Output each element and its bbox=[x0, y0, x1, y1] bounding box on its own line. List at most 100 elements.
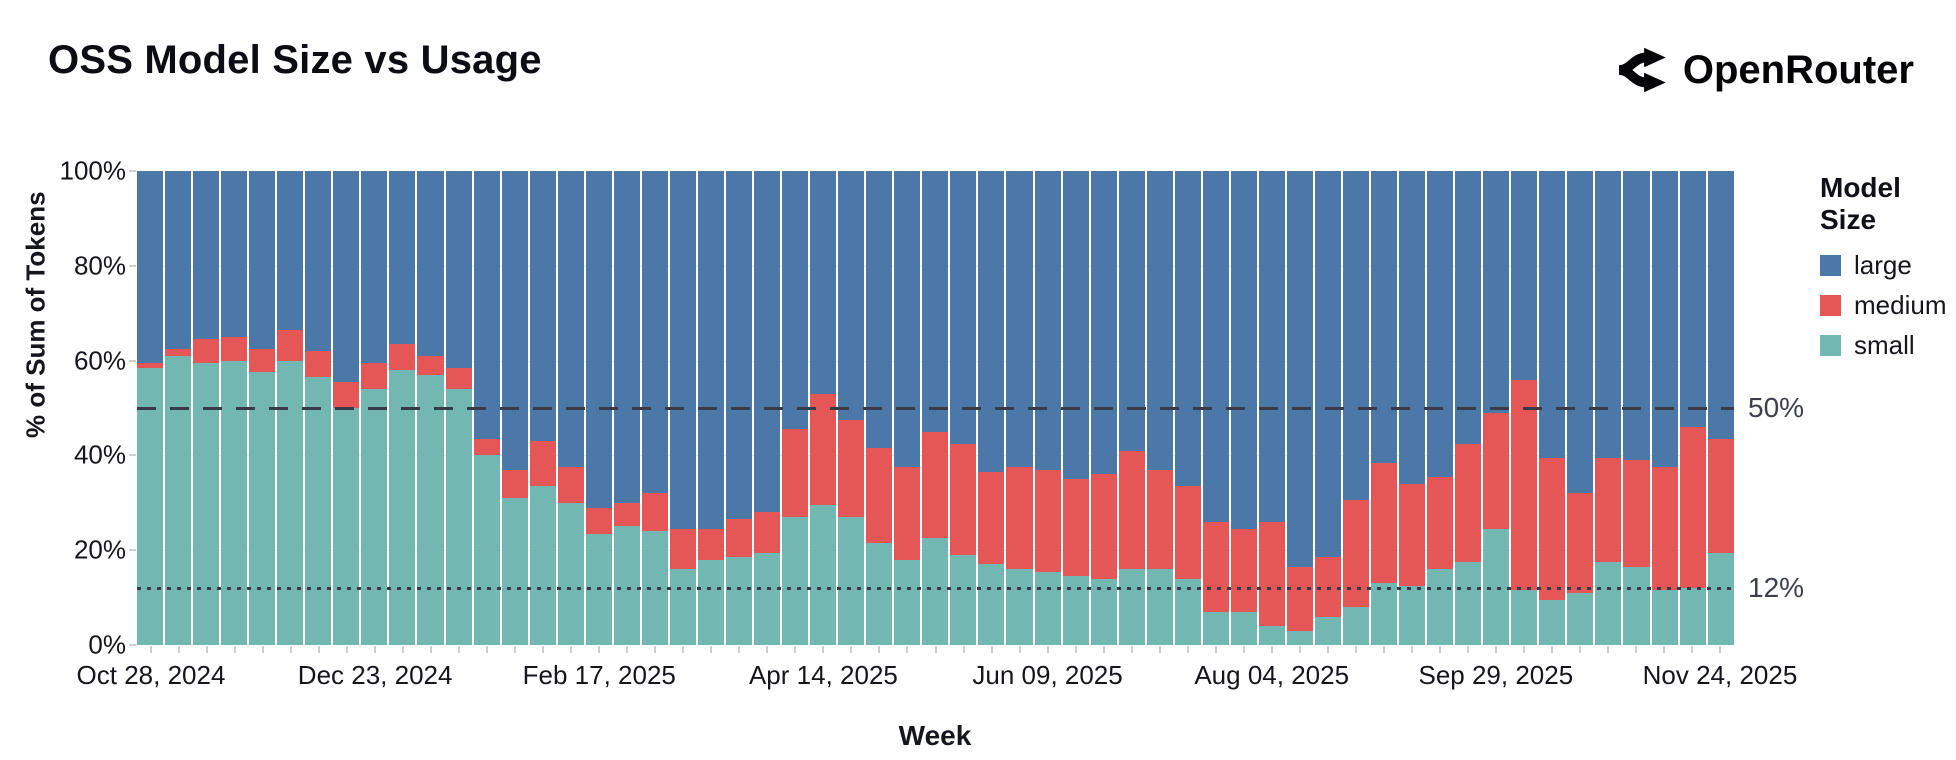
bar-segment-medium[interactable] bbox=[754, 512, 781, 553]
bar-segment-medium[interactable] bbox=[305, 351, 332, 378]
bar-segment-small[interactable] bbox=[529, 486, 556, 645]
bar-segment-medium[interactable] bbox=[1118, 450, 1145, 570]
bar-segment-large[interactable] bbox=[1034, 171, 1061, 470]
bar-segment-large[interactable] bbox=[754, 171, 781, 513]
bar-segment-medium[interactable] bbox=[1651, 467, 1678, 591]
bar-segment-medium[interactable] bbox=[445, 367, 472, 390]
bar-segment-small[interactable] bbox=[473, 455, 500, 645]
bar-segment-medium[interactable] bbox=[1146, 469, 1173, 570]
bar-segment-medium[interactable] bbox=[529, 441, 556, 487]
bar-segment-large[interactable] bbox=[1174, 171, 1201, 487]
bar-segment-small[interactable] bbox=[1371, 583, 1398, 645]
bar-segment-large[interactable] bbox=[1286, 171, 1313, 567]
bar-segment-large[interactable] bbox=[1202, 171, 1229, 522]
bar-segment-large[interactable] bbox=[1679, 171, 1706, 427]
bar-segment-large[interactable] bbox=[866, 171, 893, 449]
bar-segment-large[interactable] bbox=[1399, 171, 1426, 484]
bar-segment-large[interactable] bbox=[1371, 171, 1398, 463]
bar-segment-medium[interactable] bbox=[669, 528, 696, 570]
bar-segment-small[interactable] bbox=[305, 377, 332, 645]
bar-segment-large[interactable] bbox=[1314, 171, 1342, 558]
bar-segment-small[interactable] bbox=[978, 564, 1005, 645]
bar-segment-small[interactable] bbox=[1539, 599, 1566, 645]
bar-segment-small[interactable] bbox=[782, 517, 809, 645]
bar-segment-large[interactable] bbox=[165, 171, 192, 349]
bar-segment-small[interactable] bbox=[922, 538, 949, 645]
bar-segment-medium[interactable] bbox=[1399, 483, 1426, 586]
bar-segment-small[interactable] bbox=[445, 389, 472, 645]
bar-segment-medium[interactable] bbox=[137, 362, 164, 368]
bar-segment-small[interactable] bbox=[1455, 562, 1482, 645]
bar-segment-small[interactable] bbox=[165, 355, 192, 645]
bar-segment-large[interactable] bbox=[1343, 171, 1370, 501]
bar-segment-medium[interactable] bbox=[473, 438, 500, 456]
bar-segment-small[interactable] bbox=[1399, 585, 1426, 645]
bar-segment-large[interactable] bbox=[305, 171, 332, 352]
bar-segment-large[interactable] bbox=[473, 171, 500, 439]
bar-segment-medium[interactable] bbox=[501, 469, 528, 499]
bar-segment-small[interactable] bbox=[754, 552, 781, 645]
bar-segment-medium[interactable] bbox=[1567, 493, 1594, 593]
bar-segment-large[interactable] bbox=[1595, 171, 1622, 458]
bar-segment-large[interactable] bbox=[361, 171, 388, 363]
bar-segment-small[interactable] bbox=[1230, 611, 1257, 645]
bar-segment-large[interactable] bbox=[669, 171, 696, 529]
bar-segment-medium[interactable] bbox=[585, 507, 612, 534]
bar-segment-medium[interactable] bbox=[361, 362, 388, 390]
bar-segment-large[interactable] bbox=[249, 171, 276, 349]
bar-segment-small[interactable] bbox=[221, 360, 248, 645]
bar-segment-large[interactable] bbox=[585, 171, 612, 508]
bar-segment-medium[interactable] bbox=[1679, 426, 1706, 589]
bar-segment-small[interactable] bbox=[1202, 611, 1229, 645]
bar-segment-large[interactable] bbox=[1567, 171, 1594, 494]
bar-segment-small[interactable] bbox=[894, 559, 921, 645]
bar-segment-large[interactable] bbox=[1427, 171, 1454, 477]
bar-segment-small[interactable] bbox=[1567, 592, 1594, 645]
bar-segment-small[interactable] bbox=[1651, 590, 1678, 645]
bar-segment-small[interactable] bbox=[1090, 578, 1117, 645]
bar-segment-large[interactable] bbox=[137, 171, 164, 363]
bar-segment-medium[interactable] bbox=[221, 336, 248, 361]
bar-segment-small[interactable] bbox=[1343, 607, 1370, 645]
bar-segment-medium[interactable] bbox=[165, 348, 192, 356]
bar-segment-medium[interactable] bbox=[193, 339, 220, 363]
bar-segment-large[interactable] bbox=[1455, 171, 1482, 444]
bar-segment-medium[interactable] bbox=[1006, 467, 1033, 570]
bar-segment-small[interactable] bbox=[361, 389, 388, 645]
bar-segment-large[interactable] bbox=[950, 171, 977, 444]
bar-segment-medium[interactable] bbox=[894, 467, 921, 560]
bar-segment-medium[interactable] bbox=[922, 431, 949, 539]
bar-segment-large[interactable] bbox=[1146, 171, 1173, 470]
bar-segment-large[interactable] bbox=[1090, 171, 1117, 475]
bar-segment-large[interactable] bbox=[641, 171, 668, 494]
bar-segment-small[interactable] bbox=[1146, 569, 1173, 645]
bar-segment-medium[interactable] bbox=[1062, 479, 1089, 577]
bar-segment-large[interactable] bbox=[810, 171, 837, 394]
bar-segment-small[interactable] bbox=[1174, 578, 1201, 645]
bar-segment-medium[interactable] bbox=[1230, 528, 1257, 612]
bar-segment-small[interactable] bbox=[725, 557, 753, 645]
bar-segment-large[interactable] bbox=[501, 171, 528, 470]
bar-segment-medium[interactable] bbox=[1034, 469, 1061, 572]
bar-segment-small[interactable] bbox=[277, 360, 304, 645]
bar-segment-small[interactable] bbox=[1623, 566, 1650, 645]
bar-segment-medium[interactable] bbox=[641, 493, 668, 532]
bar-segment-small[interactable] bbox=[1034, 571, 1061, 645]
bar-segment-small[interactable] bbox=[1314, 616, 1342, 645]
bar-segment-medium[interactable] bbox=[1511, 379, 1538, 591]
bar-segment-medium[interactable] bbox=[1202, 521, 1229, 612]
bar-segment-medium[interactable] bbox=[1595, 457, 1622, 563]
bar-segment-large[interactable] bbox=[1707, 171, 1734, 439]
bar-segment-large[interactable] bbox=[894, 171, 921, 468]
bar-segment-small[interactable] bbox=[333, 407, 360, 645]
bar-segment-large[interactable] bbox=[978, 171, 1005, 472]
bar-segment-medium[interactable] bbox=[866, 448, 893, 544]
bar-segment-medium[interactable] bbox=[1174, 486, 1201, 579]
bar-segment-medium[interactable] bbox=[1090, 474, 1117, 579]
bar-segment-small[interactable] bbox=[1595, 562, 1622, 645]
bar-segment-small[interactable] bbox=[1258, 626, 1285, 645]
bar-segment-medium[interactable] bbox=[697, 528, 724, 560]
bar-segment-small[interactable] bbox=[137, 367, 164, 645]
bar-segment-small[interactable] bbox=[613, 526, 640, 645]
bar-segment-small[interactable] bbox=[501, 498, 528, 645]
